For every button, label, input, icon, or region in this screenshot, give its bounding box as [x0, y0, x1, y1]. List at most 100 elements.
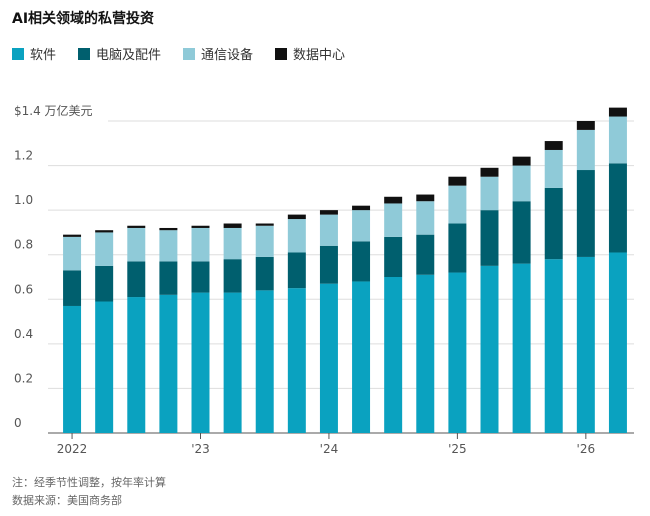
bar-2023Q4-s3 [287, 214, 306, 220]
bar-2022Q3-s2 [127, 227, 146, 262]
bar-2024Q4-s1 [416, 234, 435, 275]
bar-2025Q1-s3 [448, 176, 467, 186]
bar-2026Q1-s2 [576, 129, 595, 171]
bar-2022Q1-s1 [63, 270, 82, 306]
bar-2022Q1-s3 [63, 234, 82, 237]
bar-2022Q1-s0 [63, 305, 82, 433]
bar-2025Q4-s1 [544, 187, 563, 260]
bar-2025Q3-s3 [512, 156, 531, 166]
bar-2022Q3-s1 [127, 261, 146, 298]
bar-2026Q2-s3 [608, 107, 627, 117]
bar-2023Q4-s1 [287, 252, 306, 289]
legend-item-software: 软件 [12, 44, 56, 63]
bar-2022Q4-s0 [159, 294, 178, 433]
bar-2022Q3-s3 [127, 225, 146, 228]
bar-2024Q1-s1 [319, 245, 338, 284]
bar-2026Q1-s1 [576, 170, 595, 257]
bar-2024Q1-s0 [319, 283, 338, 433]
legend-item-communications: 通信设备 [183, 44, 253, 63]
bar-2025Q2-s3 [480, 167, 499, 177]
bar-2025Q3-s2 [512, 165, 531, 202]
bar-2024Q4-s3 [416, 194, 435, 202]
y-tick-label-6: 1.2 [14, 149, 33, 163]
bar-2023Q2-s0 [223, 292, 242, 433]
x-tick-label-3: '25 [448, 442, 467, 456]
bar-2023Q4-s2 [287, 219, 306, 253]
bar-2023Q1-s1 [191, 261, 210, 293]
x-tick-label-2: '24 [320, 442, 339, 456]
bar-2025Q4-s0 [544, 259, 563, 433]
bar-2024Q3-s2 [384, 203, 403, 237]
bar-2023Q2-s3 [223, 223, 242, 228]
bar-2025Q4-s3 [544, 141, 563, 150]
bar-2022Q2-s2 [95, 232, 114, 266]
bar-2023Q1-s3 [191, 225, 210, 228]
legend-label-software: 软件 [30, 48, 57, 63]
bar-2025Q1-s2 [448, 185, 467, 224]
legend-swatch-computers [78, 47, 91, 60]
chart-legend: 软件 电脑及配件 通信设备 数据中心 [12, 44, 367, 63]
bar-2025Q3-s1 [512, 201, 531, 264]
bar-2025Q2-s0 [480, 265, 499, 433]
y-tick-label-4: 0.8 [14, 238, 33, 252]
legend-label-communications: 通信设备 [201, 48, 254, 63]
bar-2023Q2-s1 [223, 259, 242, 293]
bar-2026Q2-s0 [608, 252, 627, 433]
bar-2022Q4-s3 [159, 227, 178, 231]
legend-label-datacenter: 数据中心 [293, 48, 346, 63]
bar-2024Q4-s2 [416, 201, 435, 235]
legend-swatch-software [12, 47, 24, 60]
chart-note: 注：经季节性调整，按年率计算 [12, 476, 166, 489]
bar-2022Q4-s2 [159, 230, 178, 262]
bar-2022Q4-s1 [159, 261, 178, 295]
x-tick-label-0: 2022 [57, 442, 88, 456]
chart-title: AI相关领域的私营投资 [12, 11, 155, 27]
bar-2024Q2-s3 [352, 205, 371, 211]
bar-2023Q1-s2 [191, 227, 210, 262]
bar-2025Q1-s0 [448, 272, 467, 433]
bar-2026Q2-s1 [608, 163, 627, 253]
y-tick-label-0: 0 [14, 416, 22, 430]
bar-2024Q3-s3 [384, 196, 403, 204]
legend-swatch-communications [183, 47, 196, 60]
bar-2023Q2-s2 [223, 227, 242, 260]
bar-2025Q4-s2 [544, 149, 563, 188]
bar-2022Q3-s0 [127, 297, 146, 433]
bar-2022Q2-s3 [95, 230, 114, 233]
x-tick-label-4: '26 [577, 442, 596, 456]
bar-2026Q2-s2 [608, 116, 627, 164]
bar-2023Q3-s3 [255, 223, 274, 226]
bar-2024Q3-s0 [384, 277, 403, 433]
chart-source: 数据来源：美国商务部 [12, 494, 122, 507]
bar-2022Q1-s2 [63, 236, 82, 271]
bar-2022Q2-s1 [95, 265, 114, 302]
legend-item-datacenter: 数据中心 [275, 44, 345, 63]
bar-2024Q1-s2 [319, 214, 338, 246]
bar-2022Q2-s0 [95, 301, 114, 433]
legend-label-computers: 电脑及配件 [96, 48, 162, 63]
bar-2023Q1-s0 [191, 292, 210, 433]
legend-item-computers: 电脑及配件 [78, 44, 161, 63]
bar-2024Q1-s3 [319, 210, 338, 215]
bar-2024Q2-s1 [352, 241, 371, 282]
bar-2023Q3-s2 [255, 225, 274, 257]
bar-2024Q2-s0 [352, 281, 371, 433]
bar-2026Q1-s3 [576, 121, 595, 130]
bar-2025Q3-s0 [512, 263, 531, 433]
bar-2025Q2-s2 [480, 176, 499, 211]
y-tick-label-5: 1.0 [14, 193, 33, 207]
bar-2025Q2-s1 [480, 210, 499, 266]
bar-2024Q3-s1 [384, 236, 403, 277]
bar-2024Q2-s2 [352, 210, 371, 242]
bar-2026Q1-s0 [576, 256, 595, 433]
bar-2023Q3-s0 [255, 290, 274, 433]
bar-2023Q4-s0 [287, 288, 306, 433]
y-tick-label-3: 0.6 [14, 282, 33, 296]
y-unit-label: $1.4 万亿美元 [14, 103, 93, 118]
bar-2023Q3-s1 [255, 256, 274, 291]
bar-2024Q4-s0 [416, 274, 435, 433]
legend-swatch-datacenter [275, 47, 288, 60]
x-tick-label-1: '23 [191, 442, 210, 456]
y-tick-label-2: 0.4 [14, 327, 33, 341]
